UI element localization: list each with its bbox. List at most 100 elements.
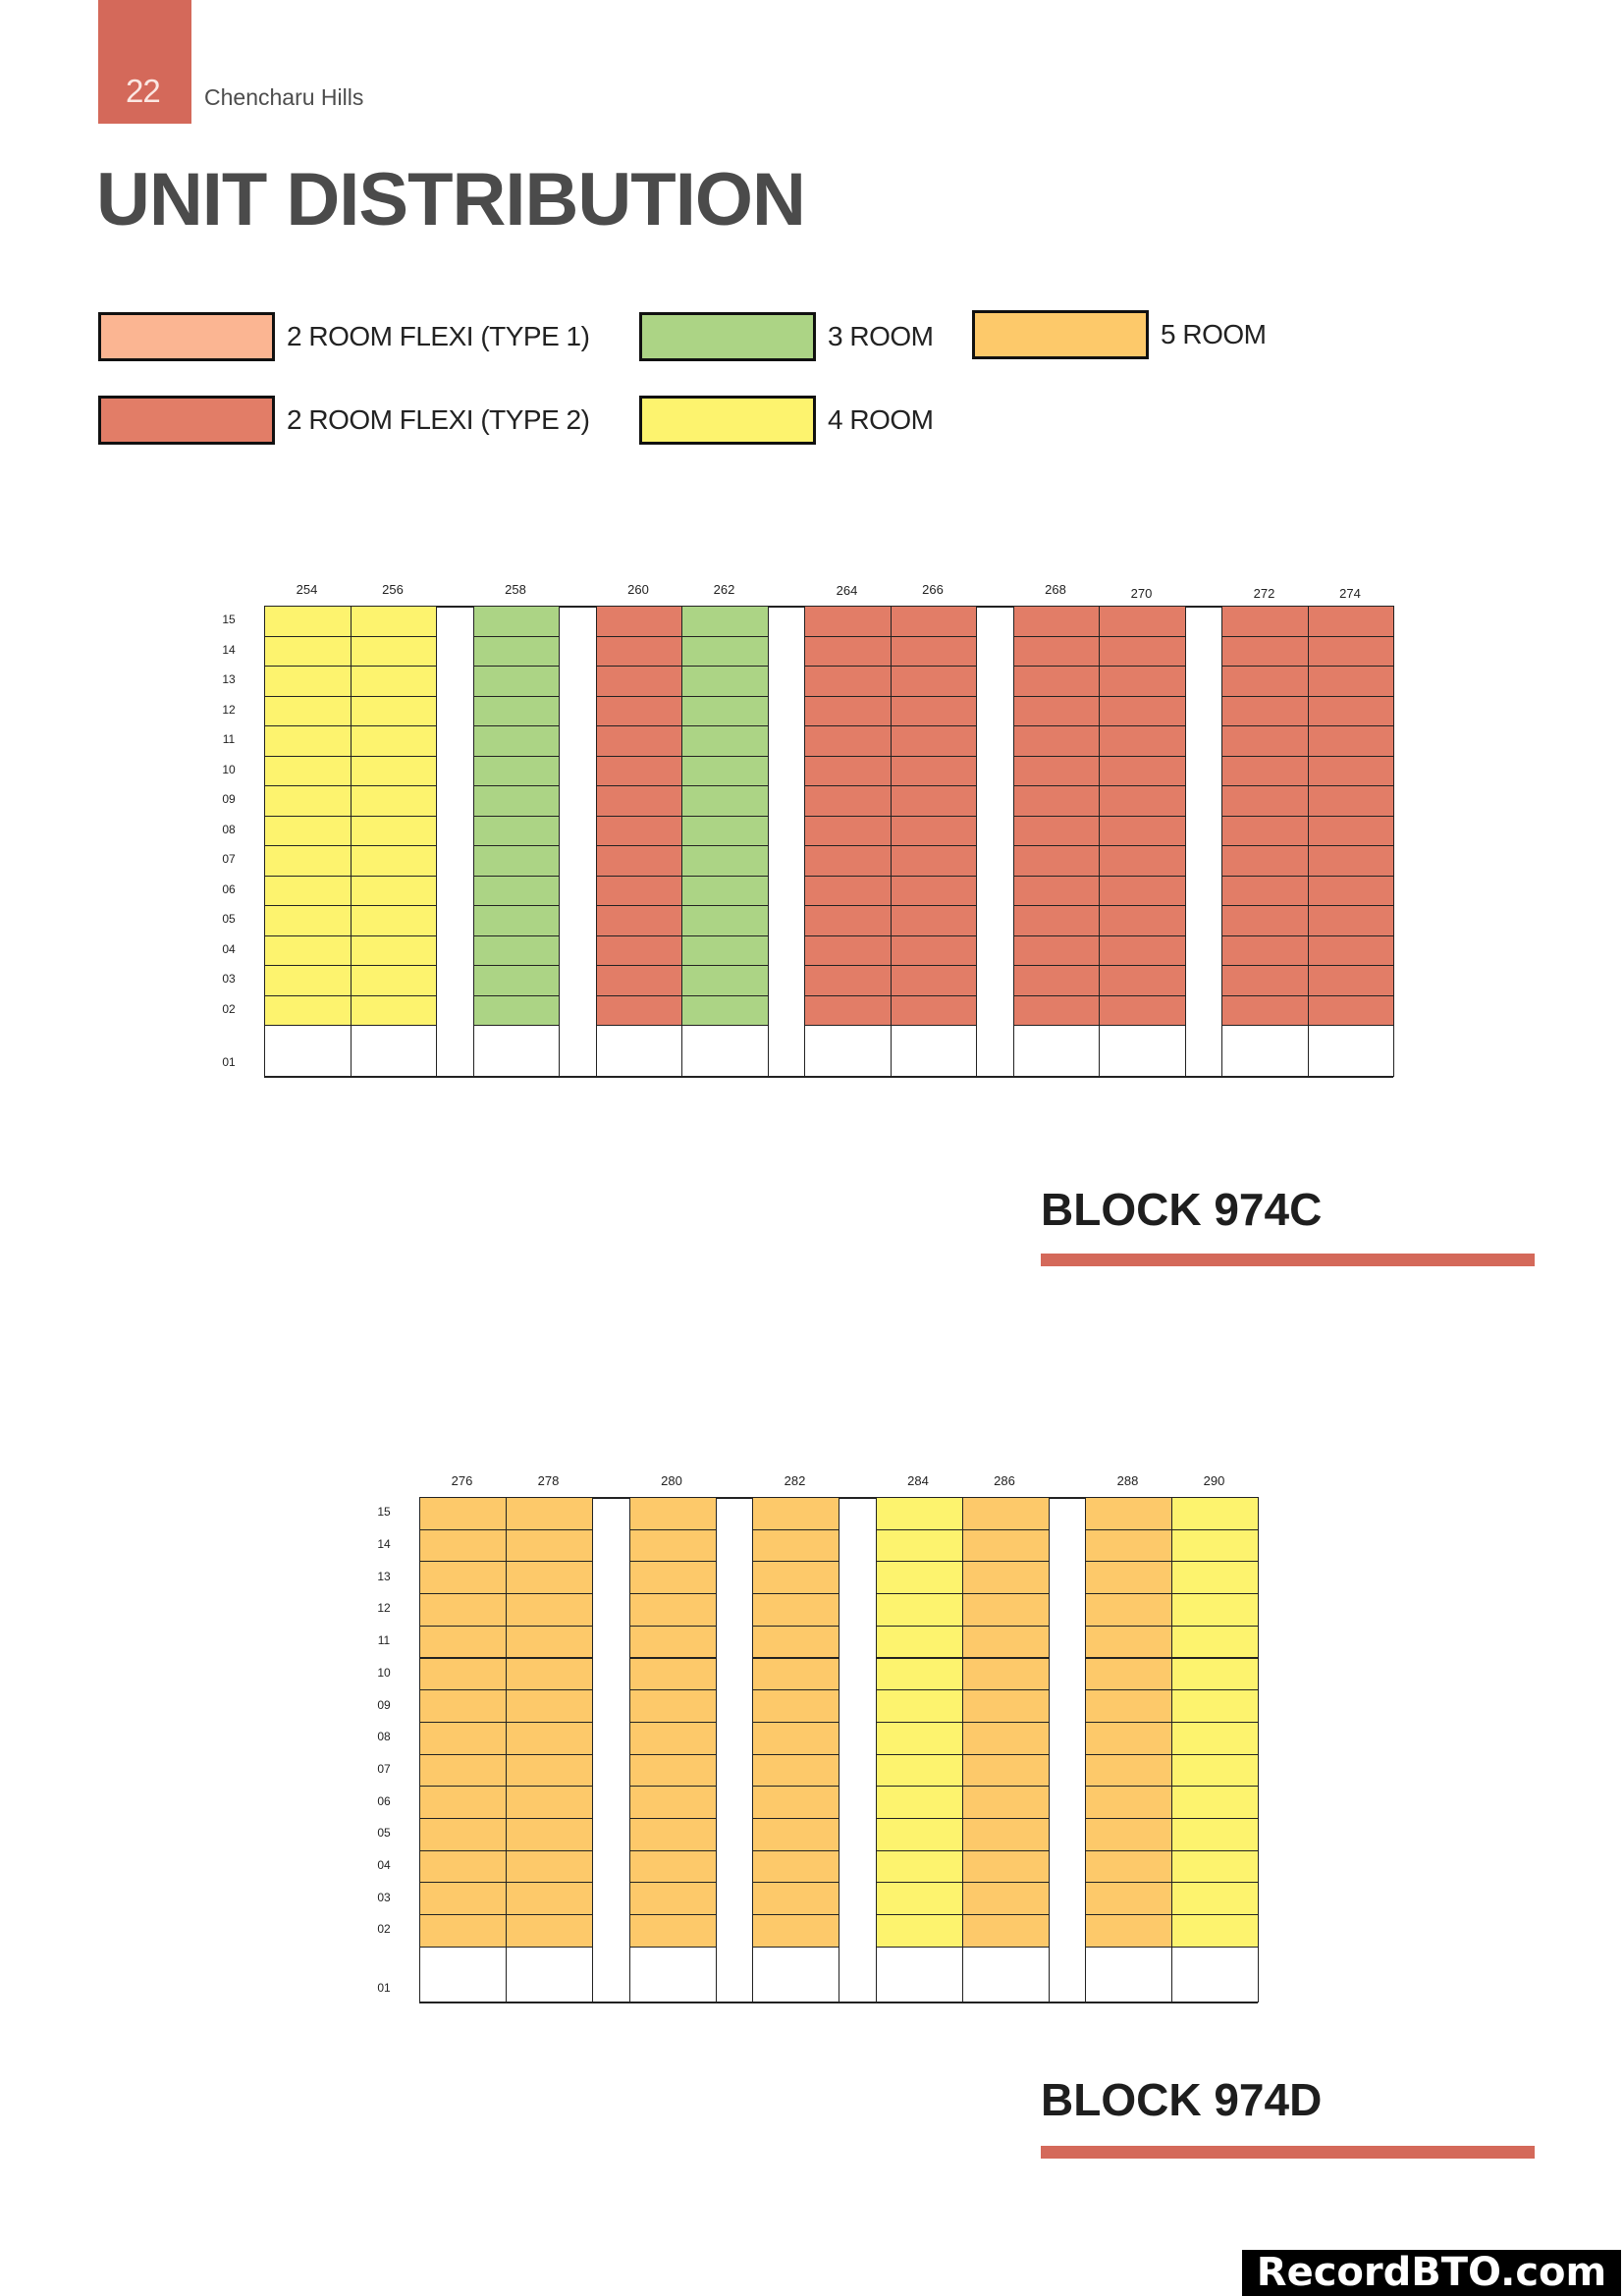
unit-cell bbox=[419, 1753, 507, 1788]
unit-cell bbox=[1012, 845, 1100, 877]
unit-cell bbox=[595, 905, 682, 936]
unit-cell bbox=[1221, 934, 1309, 966]
legend-item-4room: 4 ROOM bbox=[639, 396, 934, 445]
unit-cell bbox=[681, 666, 769, 697]
unit-cell bbox=[961, 1593, 1050, 1627]
unit-stack-number: 268 bbox=[1045, 582, 1066, 597]
unit-cell bbox=[1221, 965, 1309, 996]
unit-cell bbox=[1307, 994, 1394, 1026]
unit-cell bbox=[264, 965, 352, 996]
unit-stack-number: 272 bbox=[1253, 586, 1275, 601]
unit-cell bbox=[1099, 755, 1186, 786]
unit-cell bbox=[419, 1689, 507, 1723]
unit-cell bbox=[875, 1593, 963, 1627]
unit-cell bbox=[681, 785, 769, 817]
unit-cell bbox=[350, 695, 437, 726]
unit-cell bbox=[472, 785, 560, 817]
floor-label: 14 bbox=[377, 1537, 391, 1552]
unit-cell bbox=[472, 606, 560, 637]
unit-cell bbox=[1307, 755, 1394, 786]
unit-cell bbox=[1307, 815, 1394, 846]
unit-cell bbox=[1085, 1657, 1172, 1691]
unit-cell bbox=[961, 1882, 1050, 1916]
unit-cell bbox=[419, 1786, 507, 1819]
unit-cell bbox=[506, 1786, 593, 1819]
unit-cell bbox=[628, 1593, 717, 1627]
unit-cell bbox=[1307, 666, 1394, 697]
unit-cell bbox=[681, 934, 769, 966]
unit-cell bbox=[506, 1946, 593, 2002]
unit-cell bbox=[350, 725, 437, 757]
unit-stack-number: 260 bbox=[627, 582, 649, 597]
unit-cell bbox=[264, 725, 352, 757]
floor-label: 06 bbox=[377, 1793, 391, 1808]
unit-cell bbox=[1171, 1946, 1259, 2002]
unit-cell bbox=[628, 1625, 717, 1659]
unit-cell bbox=[506, 1753, 593, 1788]
unit-cell bbox=[472, 815, 560, 846]
unit-cell bbox=[752, 1946, 839, 2002]
floor-label: 01 bbox=[222, 1055, 236, 1069]
legend-item-2room-flexi-type1: 2 ROOM FLEXI (TYPE 1) bbox=[98, 312, 590, 361]
unit-cell bbox=[1012, 695, 1100, 726]
unit-cell bbox=[681, 606, 769, 637]
unit-cell bbox=[264, 755, 352, 786]
floor-label: 01 bbox=[377, 1980, 391, 1995]
unit-cell bbox=[804, 815, 892, 846]
unit-cell bbox=[628, 1497, 717, 1530]
unit-cell bbox=[1012, 994, 1100, 1026]
floor-label: 15 bbox=[222, 613, 236, 627]
unit-cell bbox=[419, 1625, 507, 1659]
unit-cell bbox=[1171, 1689, 1259, 1723]
unit-cell bbox=[681, 875, 769, 906]
page-number: 22 bbox=[126, 73, 161, 109]
unit-cell bbox=[1085, 1593, 1172, 1627]
unit-cell bbox=[628, 1914, 717, 1948]
unit-stack-number: 280 bbox=[661, 1473, 682, 1488]
unit-cell bbox=[1307, 635, 1394, 667]
unit-cell bbox=[681, 1025, 769, 1077]
unit-cell bbox=[1012, 934, 1100, 966]
legend-swatch bbox=[972, 310, 1149, 359]
unit-cell bbox=[961, 1914, 1050, 1948]
unit-cell bbox=[506, 1689, 593, 1723]
unit-cell bbox=[681, 965, 769, 996]
unit-cell bbox=[1221, 875, 1309, 906]
unit-cell bbox=[1307, 965, 1394, 996]
document-title: Chencharu Hills bbox=[204, 84, 364, 110]
floor-label: 13 bbox=[222, 672, 236, 687]
unit-cell bbox=[875, 1849, 963, 1884]
unit-cell bbox=[350, 934, 437, 966]
unit-cell bbox=[681, 905, 769, 936]
unit-stack-number: 256 bbox=[382, 582, 404, 597]
legend-swatch bbox=[639, 396, 816, 445]
unit-cell bbox=[1085, 1753, 1172, 1788]
unit-cell bbox=[472, 965, 560, 996]
unit-cell bbox=[1171, 1721, 1259, 1755]
grid-bottom-line bbox=[419, 2001, 1258, 2003]
unit-cell bbox=[890, 695, 977, 726]
unit-cell bbox=[875, 1689, 963, 1723]
unit-cell bbox=[1012, 635, 1100, 667]
unit-cell bbox=[1099, 606, 1186, 637]
unit-cell bbox=[1171, 1786, 1259, 1819]
unit-cell bbox=[1012, 755, 1100, 786]
unit-cell bbox=[890, 965, 977, 996]
unit-cell bbox=[472, 695, 560, 726]
floor-label: 15 bbox=[377, 1505, 391, 1520]
unit-cell bbox=[264, 994, 352, 1026]
unit-cell bbox=[890, 845, 977, 877]
legend-item-5room: 5 ROOM bbox=[972, 310, 1267, 359]
unit-cell bbox=[506, 1657, 593, 1691]
floor-label: 05 bbox=[377, 1826, 391, 1841]
legend-label: 2 ROOM FLEXI (TYPE 1) bbox=[287, 321, 590, 351]
unit-cell bbox=[1085, 1561, 1172, 1595]
unit-cell bbox=[752, 1689, 839, 1723]
unit-cell bbox=[875, 1657, 963, 1691]
unit-stack-number: 278 bbox=[537, 1473, 560, 1488]
unit-cell bbox=[264, 905, 352, 936]
unit-cell bbox=[506, 1593, 593, 1627]
unit-cell bbox=[1307, 606, 1394, 637]
unit-cell bbox=[1012, 785, 1100, 817]
unit-cell bbox=[804, 934, 892, 966]
